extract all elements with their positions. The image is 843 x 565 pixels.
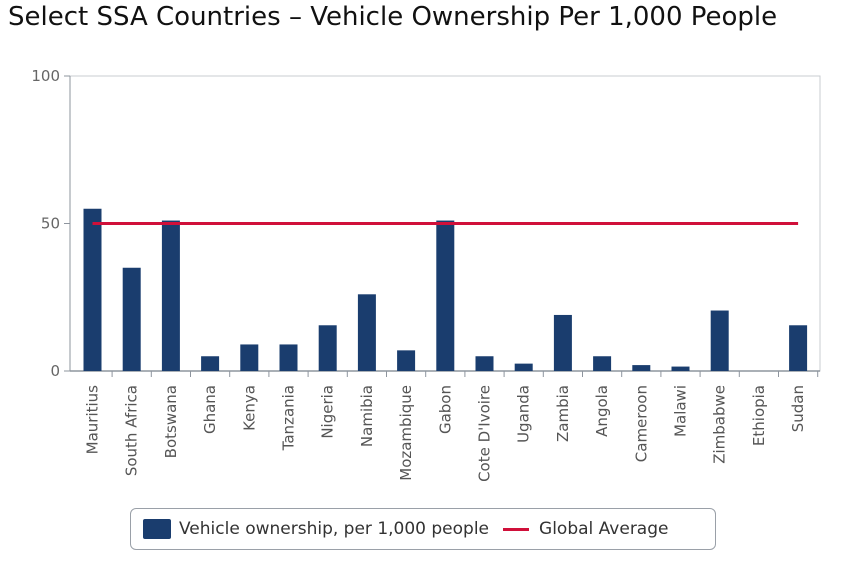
x-tick-label: Sudan — [789, 385, 807, 432]
bar[interactable] — [83, 208, 102, 371]
y-tick-label: 50 — [41, 215, 60, 233]
legend-bar-swatch — [143, 519, 171, 539]
x-tick-label: Cameroon — [632, 385, 650, 462]
bar[interactable] — [318, 325, 337, 371]
x-tick-label: Botswana — [162, 385, 180, 458]
bar[interactable] — [593, 356, 612, 371]
bar[interactable] — [357, 294, 376, 371]
x-tick-label: Kenya — [240, 385, 258, 431]
chart-legend: Vehicle ownership, per 1,000 people Glob… — [130, 508, 716, 550]
x-tick-label: Nigeria — [319, 385, 337, 439]
bar[interactable] — [475, 356, 494, 371]
legend-item-vehicle-ownership[interactable]: Vehicle ownership, per 1,000 people — [143, 519, 489, 539]
bar[interactable] — [122, 267, 141, 371]
x-tick-label: Cote D'Ivoire — [476, 385, 494, 482]
bar[interactable] — [671, 366, 690, 371]
bar[interactable] — [397, 350, 416, 371]
x-tick-label: Ethiopia — [750, 385, 768, 446]
x-tick-label: Gabon — [436, 385, 454, 434]
bar[interactable] — [436, 220, 455, 371]
x-tick-label: Uganda — [515, 385, 533, 443]
bar[interactable] — [514, 363, 533, 371]
x-tick-label: Mauritius — [84, 385, 102, 455]
bar[interactable] — [279, 344, 298, 371]
x-tick-label: Angola — [593, 385, 611, 437]
bar[interactable] — [710, 310, 729, 371]
x-tick-label: Tanzania — [280, 385, 298, 451]
bar[interactable] — [632, 365, 651, 371]
x-tick-label: South Africa — [123, 385, 141, 476]
bar[interactable] — [240, 344, 259, 371]
y-tick-label: 0 — [50, 362, 60, 380]
x-tick-label: Namibia — [358, 385, 376, 447]
x-tick-label: Ghana — [201, 385, 219, 434]
bar[interactable] — [161, 220, 180, 371]
legend-item-global-average[interactable]: Global Average — [489, 519, 668, 539]
chart-title: Select SSA Countries – Vehicle Ownership… — [8, 2, 778, 32]
bar[interactable] — [201, 356, 220, 371]
x-tick-label: Zimbabwe — [711, 385, 729, 464]
legend-label-global-average: Global Average — [539, 519, 669, 539]
bar[interactable] — [553, 314, 572, 371]
legend-line-swatch — [503, 527, 530, 531]
y-tick-label: 100 — [31, 67, 60, 85]
x-tick-label: Mozambique — [397, 385, 415, 481]
chart-plot: 0 50 100 Mauritius South Africa Botswana Ghan… — [31, 67, 821, 482]
x-tick-label: Malawi — [672, 385, 690, 437]
legend-label-vehicle-ownership: Vehicle ownership, per 1,000 people — [179, 519, 490, 539]
x-tick-label: Zambia — [554, 385, 572, 442]
bar[interactable] — [789, 325, 808, 371]
